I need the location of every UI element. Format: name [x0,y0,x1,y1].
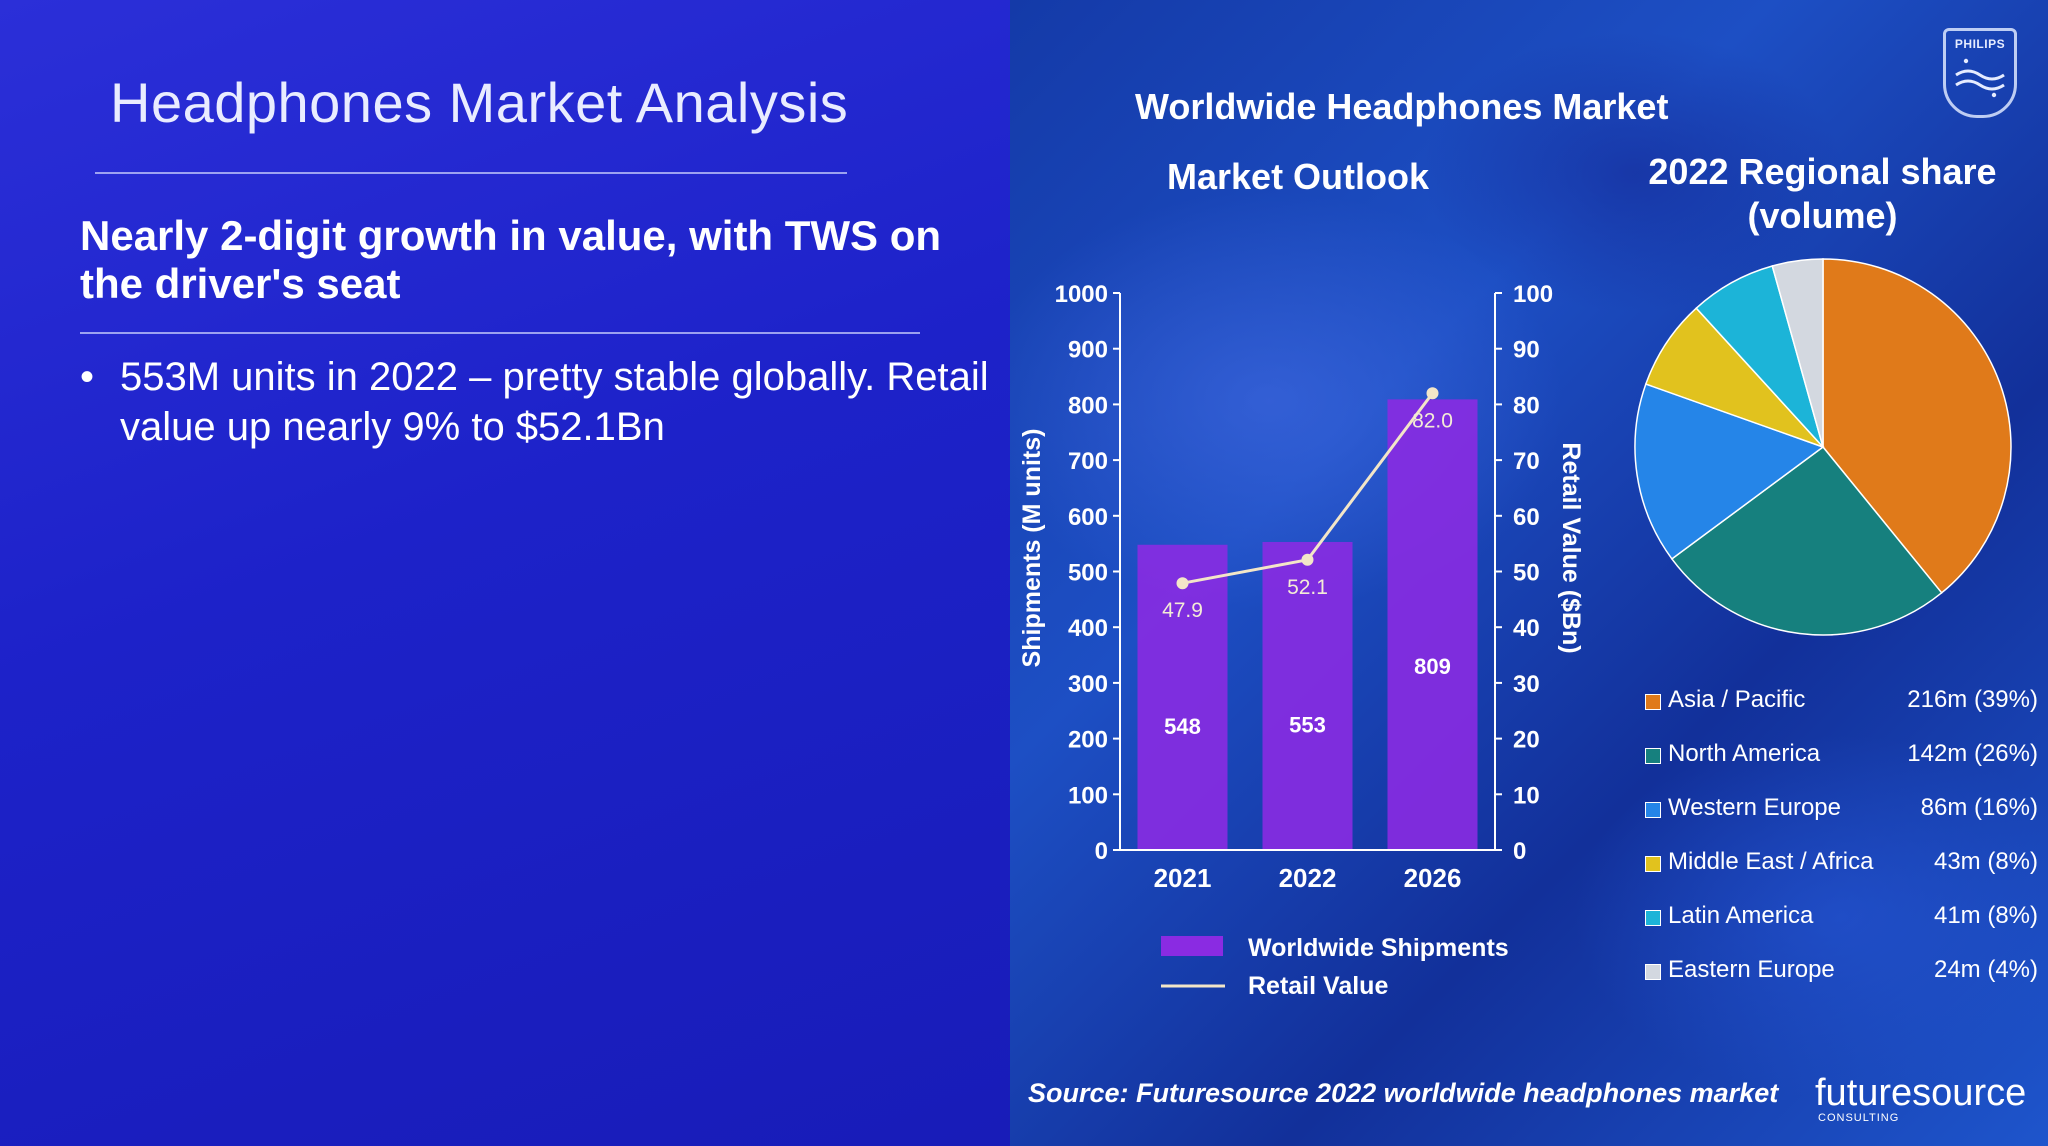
y2-tick-label: 60 [1513,504,1540,531]
futuresource-logo-sub: CONSULTING [1818,1112,1900,1124]
y-tick-label: 900 [1068,337,1108,364]
x-tick-label: 2022 [1279,863,1337,893]
y-tick-label: 100 [1068,782,1108,809]
pie-slice-eastern-europe [1771,258,1824,448]
x-tick-label: 2021 [1154,863,1212,893]
pie-legend-swatch [1645,964,1661,980]
philips-logo: PHILIPS [1943,28,2017,118]
y-tick-label: 500 [1068,560,1108,587]
pie-legend-value: 86m (16%) [1920,794,2038,821]
y-tick-label: 0 [1095,838,1108,865]
bars-layer [1137,399,1478,850]
y-tick-label: 600 [1068,504,1108,531]
y-axis-label: Shipments (M units) [1018,429,1046,668]
pie-legend-swatch [1645,910,1661,926]
pie-legend-label: Western Europe [1668,794,1841,821]
y-tick-label: 1000 [1055,281,1108,308]
labels-layer: 548 2021 553 2022 809 2026 47.9 52.1 82.0 [1154,409,1462,893]
y2-tick-label: 90 [1513,337,1540,364]
pie-legend-label: North America [1668,740,1821,767]
pie-slice-middle-east-africa [1644,307,1824,448]
axes-layer: 0 100 200 300 400 500 600 700 800 900 1000 0 10 20 30 4… [1055,281,1553,865]
bar-2021 [1137,544,1228,850]
x-tick-label: 2026 [1404,863,1462,893]
slide-title: Headphones Market Analysis [110,71,849,134]
pie-legend-swatch [1645,694,1661,710]
y-tick-label: 200 [1068,727,1108,754]
regional-share-title: 2022 Regional share (volume) [1648,151,1997,236]
y2-tick-label: 0 [1513,838,1526,865]
pie-legend-value: 24m (4%) [1933,956,2038,983]
pie-legend-value: 41m (8%) [1933,902,2038,929]
slide-subtitle: Nearly 2-digit growth in value, with TWS… [80,212,942,307]
legend-retail-label: Retail Value [1248,972,1388,1000]
panel-title: Worldwide Headphones Market [1135,86,1669,127]
pie-slice-western-europe [1634,383,1825,560]
pie-slice-north-america [1670,445,1943,636]
pie-legend-label: Eastern Europe [1668,956,1835,983]
bar-value-label: 548 [1164,714,1201,739]
retail-value-point [1301,553,1314,566]
y2-tick-label: 30 [1513,671,1540,698]
bar-2026 [1387,399,1478,850]
bar-value-label: 553 [1289,713,1326,738]
philips-shield-waves-icon [1955,58,2005,98]
y2-tick-label: 40 [1513,615,1540,642]
pie-legend-swatch [1645,802,1661,818]
source-note: Source: Futuresource 2022 worldwide head… [1028,1078,1779,1108]
y2-tick-label: 20 [1513,727,1540,754]
pie-legend-label: Asia / Pacific [1668,686,1806,713]
bar-2022 [1262,541,1353,850]
y2-axis-label: Retail Value ($Bn) [1557,442,1585,653]
futuresource-logo: futuresource [1815,1072,2027,1114]
bar-value-label: 809 [1414,654,1451,679]
y-tick-label: 300 [1068,671,1108,698]
market-outlook-title: Market Outlook [1167,156,1430,197]
y-tick-label: 400 [1068,615,1108,642]
retail-value-point [1176,577,1189,590]
bullet-text: 553M units in 2022 – pretty stable globa… [120,355,989,449]
y2-tick-label: 100 [1513,281,1553,308]
left-panel [0,0,1010,1146]
y-tick-label: 800 [1068,392,1108,419]
subtitle-divider [80,332,920,334]
y-tick-label: 700 [1068,448,1108,475]
y2-tick-label: 70 [1513,448,1540,475]
y2-tick-label: 80 [1513,392,1540,419]
regional-pie-chart [1634,258,2012,636]
title-divider [95,172,847,174]
pie-legend-label: Middle East / Africa [1668,848,1874,875]
pie-legend-swatch [1645,748,1661,764]
pie-legend-label: Latin America [1668,902,1814,929]
retail-value-point [1426,387,1439,400]
pie-legend-value: 142m (26%) [1907,740,2038,767]
retail-value-label: 47.9 [1162,599,1203,622]
pie-legend-value: 43m (8%) [1933,848,2038,875]
y2-tick-label: 10 [1513,782,1540,809]
line-layer [1176,387,1439,590]
bullet-icon: • [80,355,95,399]
philips-logo-text: PHILIPS [1954,37,2006,51]
retail-value-label: 82.0 [1412,409,1453,432]
pie-legend-value: 216m (39%) [1907,686,2038,713]
legend-shipments-label: Worldwide Shipments [1248,934,1509,962]
pie-slice-asia-pacific [1822,258,2012,594]
pie-legend-swatch [1645,856,1661,872]
retail-value-label: 52.1 [1287,576,1328,599]
legend-shipments-swatch [1161,936,1223,956]
y2-tick-label: 50 [1513,560,1540,587]
